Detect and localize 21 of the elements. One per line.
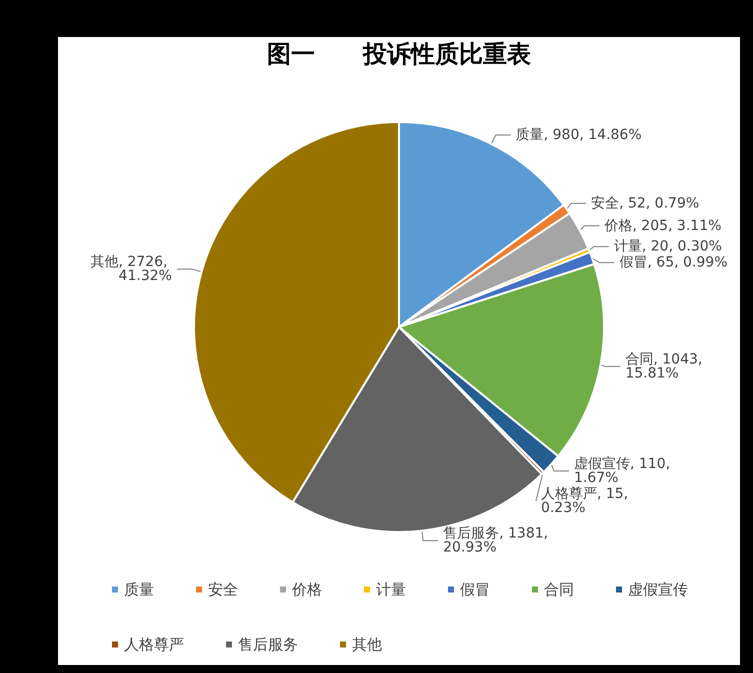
legend-label: 人格尊严 (124, 636, 184, 654)
legend-label: 售后服务 (238, 636, 298, 654)
legend-label: 价格 (291, 580, 322, 598)
legend-label: 安全 (208, 580, 238, 598)
data-label: 合同, 1043, 15.81% (625, 352, 707, 382)
data-label: 计量, 20, 0.30% (614, 238, 722, 255)
data-label: 其他, 2726, 41.32% (90, 254, 172, 284)
data-label: 安全, 52, 0.79% (591, 195, 700, 212)
data-label: 售后服务, 1381, 20.93% (443, 526, 553, 556)
chart-title: 图一 投诉性质比重表 (267, 40, 531, 68)
legend-label: 其他 (352, 636, 382, 654)
data-label: 质量, 980, 14.86% (516, 126, 642, 143)
data-label: 价格, 205, 3.11% (603, 218, 722, 234)
legend-label: 合同 (544, 580, 574, 598)
data-label: 人格尊严, 15, 0.23% (540, 486, 633, 516)
legend-label: 虚假宣传 (628, 580, 688, 598)
data-label: 假冒, 65, 0.99% (619, 254, 728, 271)
data-label: 虚假宣传, 110, 1.67% (574, 456, 675, 486)
legend-label: 假冒 (460, 580, 490, 598)
legend-label: 计量 (376, 580, 406, 598)
legend-label: 质量 (124, 580, 154, 598)
